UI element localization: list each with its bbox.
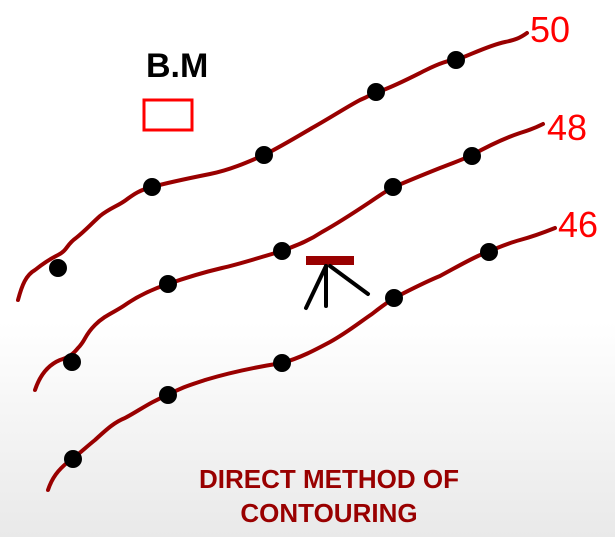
station-point xyxy=(273,242,291,260)
station-point xyxy=(159,386,177,404)
contour-label-46: 46 xyxy=(558,204,598,245)
contour-label-48: 48 xyxy=(547,107,587,148)
diagram-caption: DIRECT METHOD OF CONTOURING xyxy=(0,462,615,530)
benchmark-label: B.M xyxy=(146,47,208,85)
level-instrument-icon xyxy=(304,256,370,310)
caption-line-1: DIRECT METHOD OF xyxy=(199,464,459,494)
station-point xyxy=(480,243,498,261)
station-point xyxy=(385,289,403,307)
instrument-head xyxy=(306,256,354,265)
caption-line-2: CONTOURING xyxy=(240,498,418,528)
station-point xyxy=(447,51,465,69)
tripod-leg xyxy=(328,264,370,296)
station-point xyxy=(367,83,385,101)
station-point xyxy=(63,353,81,371)
station-point xyxy=(159,275,177,293)
benchmark-box-icon xyxy=(142,98,194,132)
station-point xyxy=(463,147,481,165)
contour-line-46 xyxy=(46,226,557,492)
contour-line-50 xyxy=(16,31,529,302)
station-point xyxy=(143,178,161,196)
station-point xyxy=(49,259,67,277)
contour-label-50: 50 xyxy=(530,9,570,50)
station-point xyxy=(384,178,402,196)
station-point xyxy=(273,354,291,372)
station-point xyxy=(255,146,273,164)
tripod-leg xyxy=(304,264,328,310)
contour-line-48 xyxy=(33,122,545,392)
station-point xyxy=(64,450,82,468)
